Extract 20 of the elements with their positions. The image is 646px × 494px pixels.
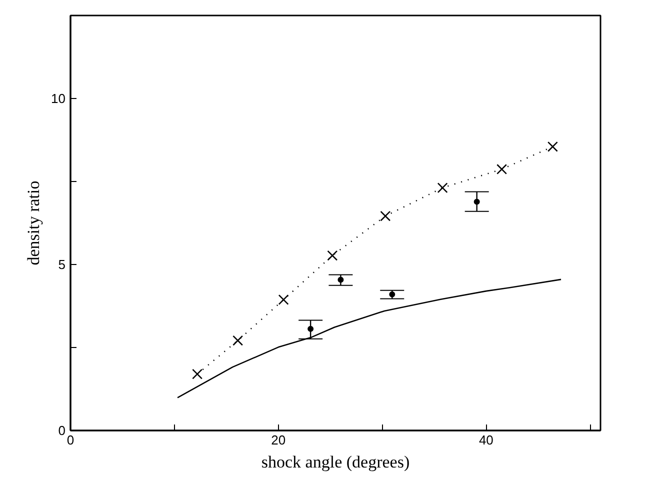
point (192, 368, 203, 380)
x-axis-title: shock angle (degrees) (261, 452, 410, 472)
x-tick-label: 40 (478, 432, 494, 448)
line-series (176, 278, 562, 398)
y-tick-label: 10 (51, 91, 66, 106)
point (547, 141, 558, 152)
y-tick-label: 0 (58, 423, 66, 438)
point (437, 182, 448, 194)
y-tick-label: 5 (58, 257, 66, 272)
x-tick-label: 20 (271, 432, 286, 448)
point (278, 294, 289, 305)
point (389, 291, 396, 298)
point (232, 335, 244, 346)
point (327, 250, 338, 261)
point (308, 326, 314, 332)
point (496, 164, 508, 174)
point (338, 276, 344, 283)
point (380, 210, 391, 222)
point (474, 198, 480, 205)
y-axis-title: density ratio (24, 180, 44, 266)
